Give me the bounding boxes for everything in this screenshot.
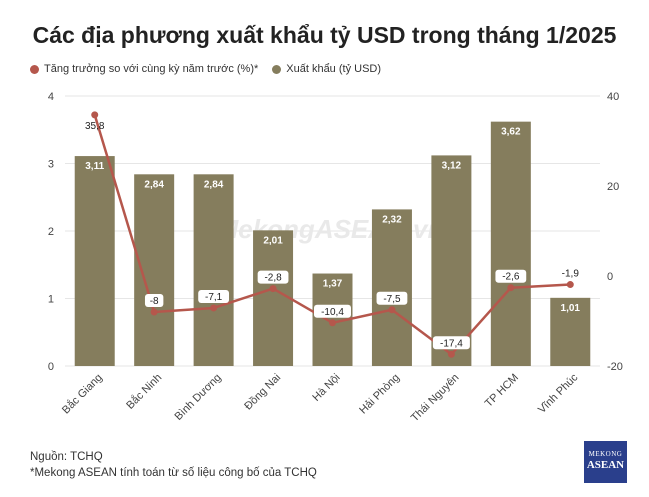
bar-value-label: 2,84 xyxy=(204,179,224,190)
growth-point xyxy=(329,319,336,327)
growth-label-bg xyxy=(554,266,586,280)
growth-point xyxy=(91,111,99,119)
legend-label-growth: Tăng trưởng so với cùng kỳ năm trước (%)… xyxy=(44,63,259,75)
x-category-label: Đồng Nai xyxy=(242,372,283,413)
chart-title: Các địa phương xuất khẩu tỷ USD trong th… xyxy=(32,22,617,48)
y-right-tick-label: 0 xyxy=(607,271,613,283)
bar xyxy=(431,155,472,366)
bar-value-label: 2,84 xyxy=(144,179,164,190)
x-category-label: Bắc Giang xyxy=(59,371,105,417)
growth-point xyxy=(150,308,158,316)
growth-point xyxy=(507,284,515,292)
legend-swatch-growth xyxy=(30,64,39,74)
growth-value-label: -1,9 xyxy=(562,269,580,280)
logo-line1: MEKONG xyxy=(588,450,623,458)
x-category-label: TP HCM xyxy=(483,372,521,410)
mekong-asean-logo: MEKONG ASEAN xyxy=(584,441,627,483)
x-category-label: Bình Dương xyxy=(173,372,224,423)
x-category-label: Bắc Ninh xyxy=(124,371,165,412)
bar-value-label: 3,11 xyxy=(85,161,104,172)
growth-label-bg xyxy=(376,291,408,305)
legend-item-export: Xuất khẩu (tỷ USD) xyxy=(272,63,381,75)
growth-label-bg xyxy=(198,289,230,303)
growth-label-bg xyxy=(144,294,164,307)
y-left-tick-label: 0 xyxy=(48,361,54,373)
growth-point xyxy=(388,306,396,314)
bar-value-label: 2,32 xyxy=(382,214,402,225)
bar xyxy=(193,174,234,366)
y-left-tick-label: 4 xyxy=(48,91,54,103)
growth-point xyxy=(566,281,574,289)
legend-label-export: Xuất khẩu (tỷ USD) xyxy=(286,63,382,75)
bar-value-label: 1,37 xyxy=(323,279,343,290)
y-left-tick-label: 3 xyxy=(48,159,54,171)
x-category-label: Hải Phòng xyxy=(357,372,402,417)
y-right-tick-label: -20 xyxy=(607,361,623,373)
growth-label-bg xyxy=(432,336,470,350)
bar xyxy=(371,209,412,366)
growth-label-bg xyxy=(495,269,527,283)
x-category-label: Vĩnh Phúc xyxy=(536,371,581,416)
legend: Tăng trưởng so với cùng kỳ năm trước (%)… xyxy=(30,63,381,75)
growth-value-label: -2,8 xyxy=(264,273,282,284)
growth-point xyxy=(210,304,218,312)
bar xyxy=(253,230,294,366)
growth-value-label: -8 xyxy=(150,296,159,307)
bar-value-label: 3,12 xyxy=(442,160,462,171)
growth-value-label: 35,8 xyxy=(85,121,105,132)
source-note: Nguồn: TCHQ xyxy=(30,451,103,463)
y-right-tick-label: 40 xyxy=(607,91,619,103)
growth-value-label: -17,4 xyxy=(440,338,463,349)
bar-value-label: 2,01 xyxy=(263,235,283,246)
legend-swatch-export xyxy=(272,64,282,74)
legend-item-growth: Tăng trưởng so với cùng kỳ năm trước (%)… xyxy=(30,63,258,75)
y-left-tick-label: 2 xyxy=(48,226,54,238)
y-left-tick-label: 1 xyxy=(48,294,54,306)
bar-value-label: 3,62 xyxy=(501,127,521,138)
calc-note: *Mekong ASEAN tính toán từ số liệu công … xyxy=(30,467,317,479)
bar xyxy=(490,121,531,367)
growth-label-bg xyxy=(314,304,351,318)
growth-point xyxy=(447,350,455,358)
growth-value-label: -7,5 xyxy=(383,294,401,305)
growth-value-label: -10,4 xyxy=(321,307,344,318)
bar xyxy=(134,174,175,366)
y-right-tick-label: 20 xyxy=(607,181,619,193)
x-category-label: Hà Nội xyxy=(310,372,342,404)
growth-label-bg xyxy=(257,270,289,284)
x-category-label: Thái Nguyên xyxy=(409,372,462,425)
bar xyxy=(74,156,115,366)
growth-value-label: -7,1 xyxy=(205,292,223,303)
bar xyxy=(550,297,591,366)
bar-value-label: 1,01 xyxy=(561,303,581,314)
logo-line2: ASEAN xyxy=(586,459,625,471)
growth-value-label: -2,6 xyxy=(502,272,520,283)
growth-point xyxy=(269,285,277,293)
